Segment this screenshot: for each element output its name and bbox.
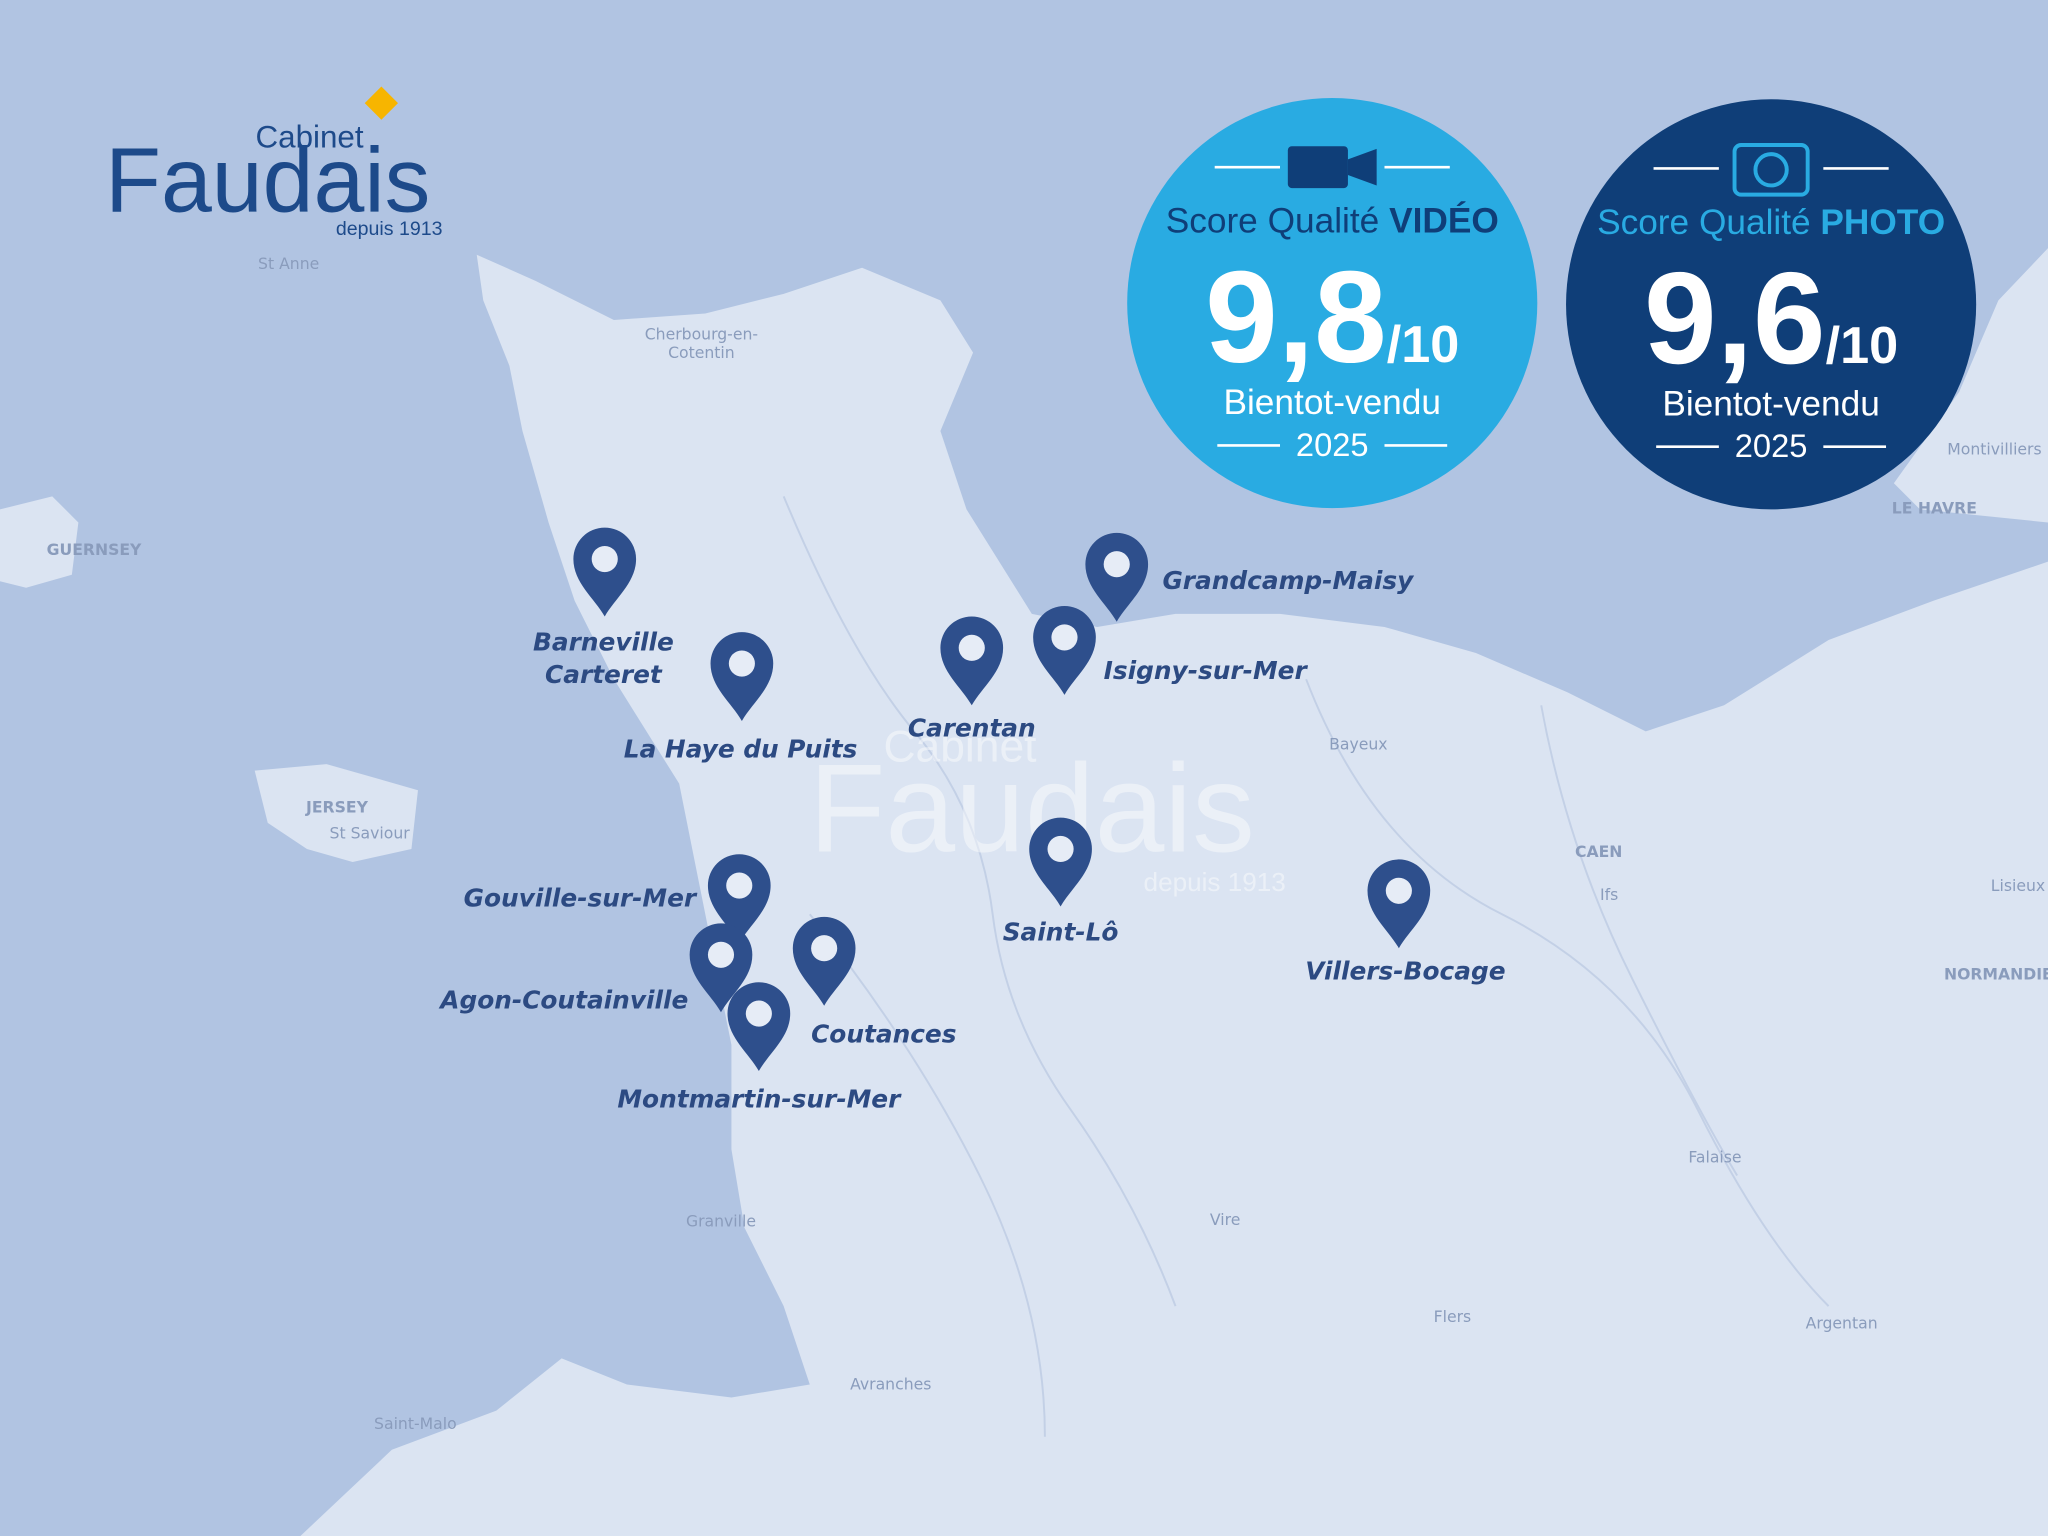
place-label: Argentan [1806, 1313, 1878, 1332]
location-label: Carteret [545, 660, 663, 689]
location-label: Villers-Bocage [1305, 957, 1505, 986]
island-guernsey [0, 496, 79, 588]
location-label: Coutances [811, 1019, 956, 1048]
rivers [782, 495, 1830, 1437]
pin-hole [591, 545, 618, 573]
score-badge: Score Qualité PHOTO9,6/10Bientot-vendu20… [1566, 99, 1977, 510]
badge-label: Score Qualité VIDÉO [1166, 200, 1499, 240]
place-label: Vire [1210, 1210, 1240, 1229]
location-label: Grandcamp-Maisy [1162, 566, 1415, 595]
location: Gouville-sur-Mer [464, 854, 771, 944]
pin [1085, 532, 1149, 622]
location: La Haye du Puits [624, 632, 858, 764]
place-label: Cherbourg-en- [645, 325, 758, 344]
badge-score: 9,6/10 [1644, 245, 1898, 391]
photo-icon [1732, 143, 1810, 197]
place-label: Falaise [1688, 1147, 1741, 1166]
location: Agon-Coutainville [438, 923, 753, 1014]
pin-hole [726, 872, 753, 899]
place-label: Avranches [850, 1375, 931, 1394]
land-le-havre [1893, 248, 2048, 523]
badge-brand: Bientot-vendu [1662, 384, 1880, 423]
badge-score-value: 9,8 [1205, 244, 1387, 390]
badge-year: 2025 [1735, 427, 1808, 464]
location-label: Carentan [908, 714, 1036, 743]
land [300, 254, 2048, 1536]
place-label: Flers [1434, 1307, 1472, 1326]
place-label: NORMANDIE [1944, 965, 2048, 984]
location: Coutances [792, 916, 957, 1048]
badge-circle [1566, 99, 1977, 510]
badge-circle [1127, 97, 1538, 509]
badge-score-scale: /10 [1826, 317, 1899, 375]
location: Montmartin-sur-Mer [617, 982, 902, 1114]
location-label: Saint-Lô [1003, 917, 1119, 946]
location: Barneville Carteret [533, 527, 674, 689]
pin-hole [1385, 877, 1412, 904]
badge-score-scale: /10 [1387, 316, 1460, 374]
place-label: Bayeux [1329, 735, 1387, 754]
badge-label-highlight: PHOTO [1820, 203, 1945, 242]
location: Grandcamp-Maisy [1085, 532, 1415, 622]
location: Villers-Bocage [1305, 859, 1506, 986]
pin [573, 527, 637, 617]
logo-line1: Cabinet [256, 120, 364, 155]
badge-label: Score Qualité PHOTO [1597, 203, 1945, 242]
location: Isigny-sur-Mer [1033, 606, 1308, 695]
location-label: La Haye du Puits [624, 735, 858, 764]
badge-label-highlight: VIDÉO [1389, 200, 1499, 240]
pin-hole [745, 1000, 772, 1027]
location-label: Barneville [533, 627, 674, 656]
logo-since: depuis 1913 [336, 218, 443, 240]
pin-hole [728, 650, 755, 677]
pin [727, 982, 791, 1072]
place-label: St Anne [258, 254, 319, 273]
location-label: Isigny-sur-Mer [1104, 656, 1309, 685]
score-badge: Score Qualité VIDÉO9,8/10Bientot-vendu20… [1127, 97, 1538, 509]
place-label: GUERNSEY [47, 540, 142, 559]
badge-label-text: Score Qualité [1597, 203, 1820, 242]
logo-name: Faudais [105, 130, 430, 232]
pin-hole [1051, 624, 1078, 651]
logo: Cabinet Faudais depuis 1913 [105, 86, 443, 240]
location-label: Gouville-sur-Mer [464, 883, 698, 912]
location-label: Agon-Coutainville [438, 985, 688, 1014]
location: Saint-Lô [1003, 817, 1119, 946]
pin-hole [1103, 551, 1130, 578]
badge-year: 2025 [1296, 426, 1369, 463]
place-label: Ifs [1600, 885, 1618, 904]
location-label: Montmartin-sur-Mer [617, 1085, 902, 1114]
pin-hole [1047, 835, 1074, 863]
place-label: JERSEY [305, 797, 369, 816]
badge-score: 9,8/10 [1205, 244, 1459, 390]
badge-label-text: Score Qualité [1166, 201, 1389, 240]
place-label: St Saviour [330, 824, 411, 843]
place-label: Saint-Malo [374, 1414, 457, 1433]
place-label: LE HAVRE [1892, 498, 1977, 517]
video-icon [1347, 148, 1377, 186]
badge-score-value: 9,6 [1644, 245, 1826, 391]
watermark-since: depuis 1913 [1144, 867, 1286, 897]
place-label: Cotentin [668, 343, 735, 362]
watermark-line1: Cabinet [883, 722, 1037, 771]
pin-hole [811, 935, 838, 962]
video-icon [1287, 146, 1348, 189]
photo-icon [1753, 152, 1789, 188]
place-label: Montivilliers [1947, 440, 2041, 459]
badge-brand: Bientot-vendu [1223, 383, 1441, 422]
pin [940, 616, 1004, 706]
place-label: Lisieux [1991, 876, 2045, 895]
island-jersey [254, 764, 418, 863]
location: Carentan [908, 616, 1036, 743]
place-label: CAEN [1575, 842, 1622, 861]
place-label: Granville [686, 1211, 756, 1230]
pin-hole [707, 941, 735, 968]
logo-diamond [364, 86, 399, 120]
pin-hole [958, 634, 985, 661]
